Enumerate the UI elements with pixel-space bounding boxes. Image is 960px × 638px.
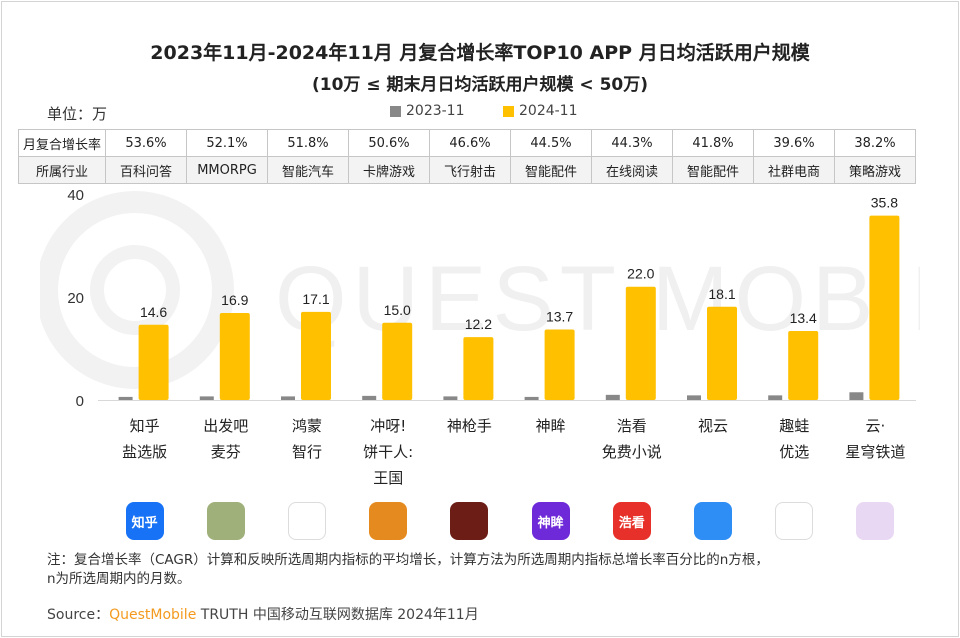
category-label: 神枪手 <box>447 417 492 435</box>
source-line: Source：QuestMobile TRUTH 中国移动互联网数据库 2024… <box>47 604 479 624</box>
stats-table: 月复合增长率 53.6% 52.1% 51.8% 50.6% 46.6% 44.… <box>18 129 916 184</box>
value-label: 35.8 <box>871 195 898 211</box>
bar-2024 <box>544 329 575 400</box>
bar-2024 <box>869 215 900 400</box>
industry-cell: 飞行射击 <box>429 156 511 184</box>
category-label: 优选 <box>779 443 809 461</box>
bar-2024 <box>463 337 494 400</box>
value-label: 16.9 <box>221 292 248 308</box>
bar-2023 <box>118 396 133 400</box>
category-label: 盐选版 <box>122 443 167 461</box>
category-label: 出发吧 <box>203 417 248 435</box>
zhihu-app-icon: 知乎 <box>125 502 164 540</box>
industry-cell: 智能配件 <box>672 156 754 184</box>
growth-cell: 44.5% <box>510 129 592 157</box>
source-rest: TRUTH 中国移动互联网数据库 2024年11月 <box>196 607 479 623</box>
shenmou-app-icon: 神眸 <box>531 502 570 540</box>
bar-2023 <box>199 396 214 400</box>
app-icon-row: 知乎 神眸 浩看 <box>0 502 960 542</box>
industry-cell: MMORPG <box>186 156 268 184</box>
y-tick-label: 20 <box>67 290 84 307</box>
bar-2023 <box>443 396 458 400</box>
industry-cell: 卡牌游戏 <box>348 156 430 184</box>
industry-cell: 策略游戏 <box>834 156 916 184</box>
category-label: 知乎 <box>130 417 160 435</box>
bar-2023 <box>605 394 620 400</box>
growth-cell: 51.8% <box>267 129 349 157</box>
category-label: 王国 <box>373 469 403 487</box>
bar-2023 <box>768 395 783 400</box>
sharpshooter-app-icon <box>450 502 489 540</box>
shiyun-app-icon <box>694 502 732 540</box>
value-label: 14.6 <box>140 304 167 320</box>
chart-title: 2023年11月-2024年11月 月复合增长率TOP10 APP 月日均活跃用… <box>150 42 810 64</box>
starrail-app-icon <box>856 502 895 540</box>
chart-subtitle: (10万 ≤ 期末月日均活跃用户规模 < 50万) <box>311 75 648 95</box>
industry-row: 所属行业 百科问答 MMORPG 智能汽车 卡牌游戏 飞行射击 智能配件 在线阅… <box>18 156 916 184</box>
bar-2024 <box>707 306 737 400</box>
category-label: 饼干人: <box>363 443 413 461</box>
category-label: 鸿蒙 <box>292 417 322 435</box>
bar-2024 <box>301 311 331 400</box>
y-tick-label: 0 <box>76 393 84 410</box>
category-label: 星穹铁道 <box>845 443 905 461</box>
bar-2024 <box>219 312 250 400</box>
value-label: 15.0 <box>384 302 411 318</box>
growth-row-header: 月复合增长率 <box>18 129 106 157</box>
bar-2024 <box>625 286 656 400</box>
cookie-run-app-icon <box>369 502 408 540</box>
bar-2023 <box>687 395 701 400</box>
category-label: 云· <box>866 417 886 435</box>
value-label: 22.0 <box>627 266 654 282</box>
legend-item-2024: 2024-11 <box>503 103 578 119</box>
quwa-app-icon <box>775 502 814 540</box>
category-label: 免费小说 <box>602 443 662 461</box>
growth-cell: 39.6% <box>753 129 835 157</box>
y-tick-label: 40 <box>67 187 84 204</box>
category-label: 智行 <box>292 443 322 461</box>
industry-cell: 社群电商 <box>753 156 835 184</box>
footnote: 注：复合增长率（CAGR）计算和反映所选周期内指标的平均增长，计算方法为所选周期… <box>47 551 769 589</box>
value-label: 13.4 <box>790 310 817 326</box>
haokan-app-icon: 浩看 <box>612 502 651 540</box>
bar-2024 <box>382 322 413 400</box>
legend-item-2023: 2023-11 <box>390 103 465 119</box>
unit-label: 单位：万 <box>47 105 108 123</box>
legend-swatch-2023 <box>390 105 401 117</box>
bar-2023 <box>362 395 377 400</box>
legend-swatch-2024 <box>503 105 514 117</box>
category-label: 视云 <box>698 417 728 435</box>
bar-2023 <box>524 396 539 400</box>
bar-2024 <box>138 324 169 400</box>
industry-cell: 百科问答 <box>105 156 187 184</box>
category-label: 趣蛙 <box>779 417 809 435</box>
growth-cell: 44.3% <box>591 129 673 157</box>
source-brand: QuestMobile <box>109 607 197 623</box>
hongmeng-app-icon <box>288 502 326 540</box>
source-prefix: Source： <box>47 607 110 623</box>
legend-label-2023: 2023-11 <box>406 103 465 119</box>
footnote-line-1: 注：复合增长率（CAGR）计算和反映所选周期内指标的平均增长，计算方法为所选周期… <box>47 552 769 568</box>
industry-row-header: 所属行业 <box>18 156 106 184</box>
value-label: 13.7 <box>546 308 573 324</box>
muffin-app-icon <box>206 502 245 540</box>
bar-2023 <box>849 392 864 400</box>
value-label: 17.1 <box>302 291 329 307</box>
footnote-line-2: n为所选周期内的月数。 <box>47 571 191 587</box>
value-label: 18.1 <box>708 286 735 302</box>
category-label: 神眸 <box>536 417 566 435</box>
category-label: 麦芬 <box>211 443 241 461</box>
value-label: 12.2 <box>465 316 492 332</box>
industry-cell: 智能配件 <box>510 156 592 184</box>
bar-2023 <box>281 396 295 400</box>
industry-cell: 智能汽车 <box>267 156 349 184</box>
bar-2024 <box>788 330 819 400</box>
category-label: 浩看 <box>617 417 647 435</box>
category-label: 冲呀! <box>370 417 406 435</box>
legend-label-2024: 2024-11 <box>519 103 578 119</box>
